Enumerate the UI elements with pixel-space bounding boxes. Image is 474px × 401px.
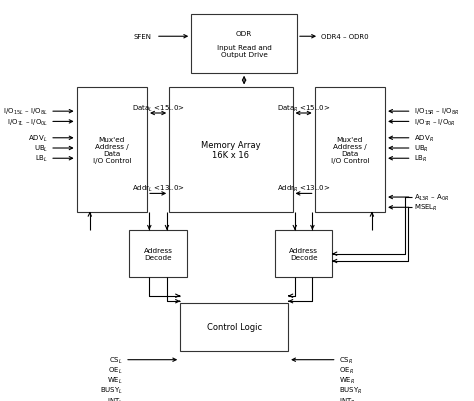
Text: WE$_L$: WE$_L$ <box>107 375 123 385</box>
Text: OE$_L$: OE$_L$ <box>109 365 123 375</box>
Text: I/O$_{15L}$ – I/O$_{8L}$: I/O$_{15L}$ – I/O$_{8L}$ <box>3 107 48 117</box>
Text: INT$_R$: INT$_R$ <box>339 395 356 401</box>
Text: BUSY$_R$: BUSY$_R$ <box>339 385 363 395</box>
Text: Addr$_R$ <13..0>: Addr$_R$ <13..0> <box>277 183 330 194</box>
Text: ADV$_L$: ADV$_L$ <box>28 134 48 144</box>
Text: ADV$_R$: ADV$_R$ <box>414 134 434 144</box>
Text: I/O$_{7R}$ – I/O$_{0R}$: I/O$_{7R}$ – I/O$_{0R}$ <box>414 117 456 127</box>
Text: WE$_R$: WE$_R$ <box>339 375 355 385</box>
Text: LB$_R$: LB$_R$ <box>414 154 428 164</box>
Text: BUSY$_L$: BUSY$_L$ <box>100 385 123 395</box>
Text: Mux'ed
Address /
Data
I/O Control: Mux'ed Address / Data I/O Control <box>331 137 369 164</box>
Text: I/O$_{15R}$ – I/O$_{8R}$: I/O$_{15R}$ – I/O$_{8R}$ <box>414 107 459 117</box>
Bar <box>77 88 147 212</box>
Bar <box>315 88 385 212</box>
Text: INT$_L$: INT$_L$ <box>107 395 123 401</box>
Text: Address
Decode: Address Decode <box>144 247 173 261</box>
Text: MSEL$_R$: MSEL$_R$ <box>414 203 438 213</box>
Text: Address
Decode: Address Decode <box>289 247 318 261</box>
Bar <box>129 231 187 278</box>
Text: LB$_L$: LB$_L$ <box>35 154 48 164</box>
Text: CS$_L$: CS$_L$ <box>109 355 123 365</box>
Text: I/O$_{7L}$ – I/O$_{0L}$: I/O$_{7L}$ – I/O$_{0L}$ <box>7 117 48 127</box>
Text: OE$_R$: OE$_R$ <box>339 365 354 375</box>
Text: UB$_R$: UB$_R$ <box>414 144 428 154</box>
Text: Addr$_L$ <13..0>: Addr$_L$ <13..0> <box>132 183 184 194</box>
Bar <box>169 88 292 212</box>
Text: ODR

Input Read and
Output Drive: ODR Input Read and Output Drive <box>217 31 272 58</box>
Bar <box>275 231 332 278</box>
Text: Data$_R$ <15..0>: Data$_R$ <15..0> <box>277 103 330 113</box>
Bar <box>180 303 288 351</box>
Text: Memory Array
16K x 16: Memory Array 16K x 16 <box>201 140 261 160</box>
Text: UB$_L$: UB$_L$ <box>34 144 48 154</box>
Text: Control Logic: Control Logic <box>207 322 262 332</box>
Text: ODR4 – ODR0: ODR4 – ODR0 <box>321 34 369 40</box>
Text: Mux'ed
Address /
Data
I/O Control: Mux'ed Address / Data I/O Control <box>92 137 131 164</box>
Text: A$_{13R}$ – A$_{0R}$: A$_{13R}$ – A$_{0R}$ <box>414 192 449 203</box>
Bar <box>191 15 297 74</box>
Text: CS$_R$: CS$_R$ <box>339 355 353 365</box>
Text: SFEN: SFEN <box>134 34 152 40</box>
Text: Data$_L$ <15..0>: Data$_L$ <15..0> <box>132 103 184 113</box>
